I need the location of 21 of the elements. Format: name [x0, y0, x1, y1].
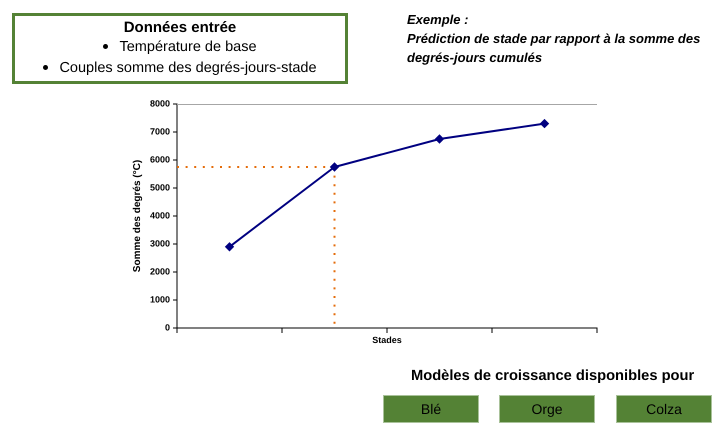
text: Prédiction de stade par rapport à la somme des degrés-jours cumulés: [407, 30, 702, 67]
text: Exemple :: [407, 11, 470, 29]
point: [435, 134, 444, 144]
x-axis-title: Stades: [372, 335, 402, 346]
y-axis-title: Somme des degrés (°C): [132, 160, 143, 272]
y-tick-label: 1000: [150, 294, 170, 304]
point: [330, 162, 339, 172]
point: [225, 242, 234, 252]
text: Données entrée: [122, 18, 238, 37]
y-tick-label: 6000: [150, 154, 170, 164]
text: Modèles de croissance disponibles pour: [411, 368, 694, 384]
y-tick-label: 2000: [150, 266, 170, 276]
y-tick-label: 0: [164, 322, 170, 332]
y-tick-label: 7000: [150, 126, 170, 136]
y-tick-label: 8000: [150, 98, 170, 108]
y-tick-label: 4000: [150, 210, 170, 220]
y-tick-label: 3000: [150, 238, 170, 248]
text: Température de base: [119, 39, 257, 55]
y-tick-label: 5000: [150, 182, 170, 192]
text: Couples somme des degrés-jours-stade: [59, 60, 317, 76]
point: [540, 119, 549, 128]
